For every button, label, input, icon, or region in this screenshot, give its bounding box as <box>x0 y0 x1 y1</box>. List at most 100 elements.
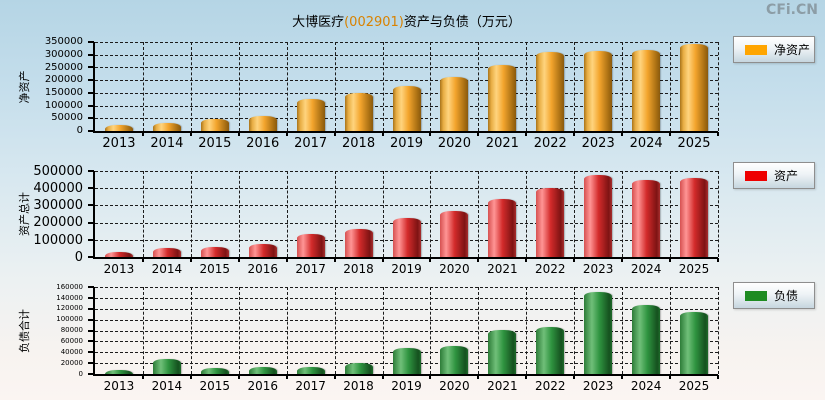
x-axis-tick <box>717 375 719 379</box>
legend-swatch-net-assets <box>745 44 767 55</box>
y-axis-tick-label: 200000 <box>33 215 83 231</box>
x-axis-year-label: 2024 <box>629 136 663 151</box>
bar-total-assets-2024 <box>632 179 661 257</box>
x-axis-year-label: 2018 <box>343 262 374 276</box>
x-axis-tick <box>333 258 336 262</box>
grid-line-vertical <box>718 42 719 131</box>
x-axis-tick <box>429 132 432 136</box>
x-axis-tick <box>189 375 192 379</box>
bar-net-assets-2021 <box>488 65 517 131</box>
bar-net-assets-2023 <box>584 50 613 131</box>
x-axis-tick <box>189 132 192 136</box>
x-axis-year-label: 2019 <box>391 379 422 393</box>
x-axis-year-label: 2018 <box>343 379 374 393</box>
grid-line-vertical <box>574 171 576 257</box>
x-axis-tick <box>381 258 384 262</box>
x-axis-year-label: 2022 <box>534 262 566 276</box>
y-axis-tick <box>88 307 94 310</box>
x-axis-tick <box>237 258 240 262</box>
y-axis-tick-label: 250000 <box>44 61 83 73</box>
grid-line-horizontal <box>95 287 718 288</box>
grid-line-horizontal <box>95 330 718 332</box>
chart-title-suffix: 资产与负债（万元） <box>403 15 521 30</box>
y-axis-tick-label: 160000 <box>56 282 83 291</box>
y-axis-tick <box>88 170 94 172</box>
grid-line-horizontal <box>95 205 718 207</box>
grid-line-vertical <box>382 287 384 374</box>
y-axis-tick-label: 0 <box>74 249 83 265</box>
grid-line-vertical <box>238 287 240 374</box>
x-axis-year-label: 2020 <box>439 379 470 393</box>
y-axis-tick <box>88 329 94 332</box>
bar-total-assets-2013 <box>104 252 133 257</box>
x-axis-tick <box>237 375 240 379</box>
bar-total-assets-2019 <box>392 218 421 257</box>
y-axis-tick <box>88 221 94 224</box>
x-axis-tick <box>477 132 480 136</box>
bar-total-assets-2015 <box>200 247 229 257</box>
y-axis-title-total-liabilities: 负债合计 <box>18 308 31 353</box>
x-axis-tick <box>525 132 528 136</box>
grid-line-vertical <box>334 42 336 131</box>
legend-swatch-total-liabilities <box>745 290 767 301</box>
grid-line-vertical <box>478 287 480 374</box>
grid-line-vertical <box>670 287 672 374</box>
y-axis-tick <box>88 117 94 120</box>
x-axis-year-label: 2025 <box>678 262 710 276</box>
bar-total-liabilities-2024 <box>632 305 661 374</box>
x-axis-tick <box>285 132 288 136</box>
y-axis-tick-label: 40000 <box>60 347 83 356</box>
x-axis-line <box>93 131 718 133</box>
x-axis-year-label: 2016 <box>247 262 278 276</box>
x-axis-tick <box>189 258 192 262</box>
x-axis-tick <box>525 258 528 262</box>
chart-title-stock-code: (002901) <box>344 15 404 30</box>
bar-total-liabilities-2023 <box>584 292 613 374</box>
y-axis-tick <box>88 130 94 132</box>
x-axis-tick <box>141 258 144 262</box>
grid-line-vertical <box>574 287 576 374</box>
x-axis-year-label: 2014 <box>151 262 183 276</box>
y-axis-tick <box>88 79 94 82</box>
x-axis-year-label: 2024 <box>630 379 662 393</box>
x-axis-tick <box>285 375 288 379</box>
legend-swatch-total-assets <box>745 170 767 181</box>
y-axis-tick-label: 350000 <box>44 36 83 48</box>
y-axis-tick <box>88 296 94 299</box>
x-axis-tick <box>621 132 624 136</box>
x-axis-year-label: 2016 <box>246 136 280 151</box>
y-axis-title-net-assets: 净资产 <box>18 70 31 103</box>
grid-line-vertical <box>526 42 528 131</box>
bar-net-assets-2019 <box>392 85 421 131</box>
y-axis-tick-label: 100000 <box>44 99 83 111</box>
x-axis-year-label: 2023 <box>582 379 614 393</box>
x-axis-year-label: 2023 <box>582 262 614 276</box>
x-axis-tick <box>285 258 288 262</box>
x-axis-year-label: 2014 <box>150 136 184 151</box>
y-axis-tick <box>88 204 94 207</box>
x-axis-tick <box>621 375 624 379</box>
x-axis-year-label: 2025 <box>678 379 710 393</box>
y-axis-tick <box>88 238 94 241</box>
bar-net-assets-2016 <box>248 116 277 131</box>
bar-net-assets-2017 <box>296 98 325 131</box>
x-axis-year-label: 2019 <box>389 136 424 151</box>
bar-net-assets-2024 <box>632 49 661 131</box>
bar-total-assets-2014 <box>152 247 181 257</box>
grid-line-vertical <box>430 287 432 374</box>
bar-total-assets-2025 <box>680 177 709 257</box>
legend-label-net-assets: 净资产 <box>774 43 811 57</box>
x-axis-year-label: 2023 <box>581 136 615 151</box>
grid-line-horizontal <box>95 188 718 190</box>
x-axis-year-label: 2015 <box>199 262 231 276</box>
x-axis-tick <box>573 375 576 379</box>
grid-line-vertical <box>478 42 480 131</box>
bar-total-assets-2022 <box>536 188 565 257</box>
grid-line-vertical <box>430 171 432 257</box>
bar-total-assets-2021 <box>488 198 517 257</box>
legend-total-liabilities: 负债 <box>733 282 815 309</box>
grid-line-vertical <box>286 171 288 257</box>
x-axis-tick <box>237 132 240 136</box>
x-axis-line <box>93 257 718 259</box>
bar-total-liabilities-2013 <box>104 369 133 374</box>
